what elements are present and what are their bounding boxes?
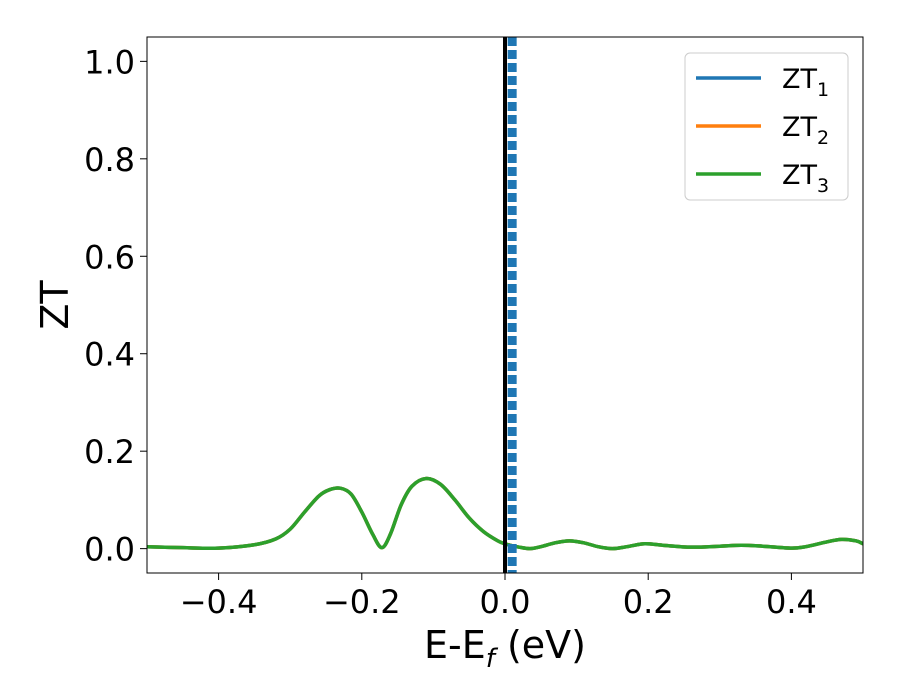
- x-axis-label: E-Ef (eV): [424, 623, 586, 674]
- y-tick-label: 1.0: [84, 43, 135, 81]
- y-tick-label: 0.0: [84, 531, 135, 569]
- x-tick-label: 0.0: [480, 583, 531, 621]
- legend-label: ZT2: [782, 112, 829, 149]
- legend: ZT1 ZT2 ZT3: [684, 52, 849, 201]
- legend-item-zt3: ZT3: [696, 160, 829, 197]
- x-tick-label: 0.2: [623, 583, 674, 621]
- legend-label: ZT1: [782, 64, 829, 101]
- y-tick-label: 0.8: [84, 141, 135, 179]
- y-tick-label: 0.4: [84, 336, 135, 374]
- x-tick-label: −0.4: [180, 583, 258, 621]
- legend-item-zt2: ZT2: [696, 112, 829, 149]
- series-layer: [147, 476, 863, 551]
- legend-label: ZT3: [782, 160, 829, 197]
- x-tick-label: −0.2: [323, 583, 401, 621]
- series-line-zt3: [147, 476, 863, 551]
- y-tick-label: 0.6: [84, 238, 135, 276]
- y-axis-label: ZT: [33, 280, 77, 330]
- legend-item-zt1: ZT1: [696, 64, 829, 101]
- y-ticks: 0.0 0.2 0.4 0.6 0.8 1.0: [84, 43, 147, 569]
- x-ticks: −0.4 −0.2 0.0 0.2 0.4: [180, 573, 817, 621]
- y-tick-label: 0.2: [84, 433, 135, 471]
- x-tick-label: 0.4: [766, 583, 817, 621]
- legend-box: [684, 52, 849, 201]
- reference-lines: [503, 37, 517, 573]
